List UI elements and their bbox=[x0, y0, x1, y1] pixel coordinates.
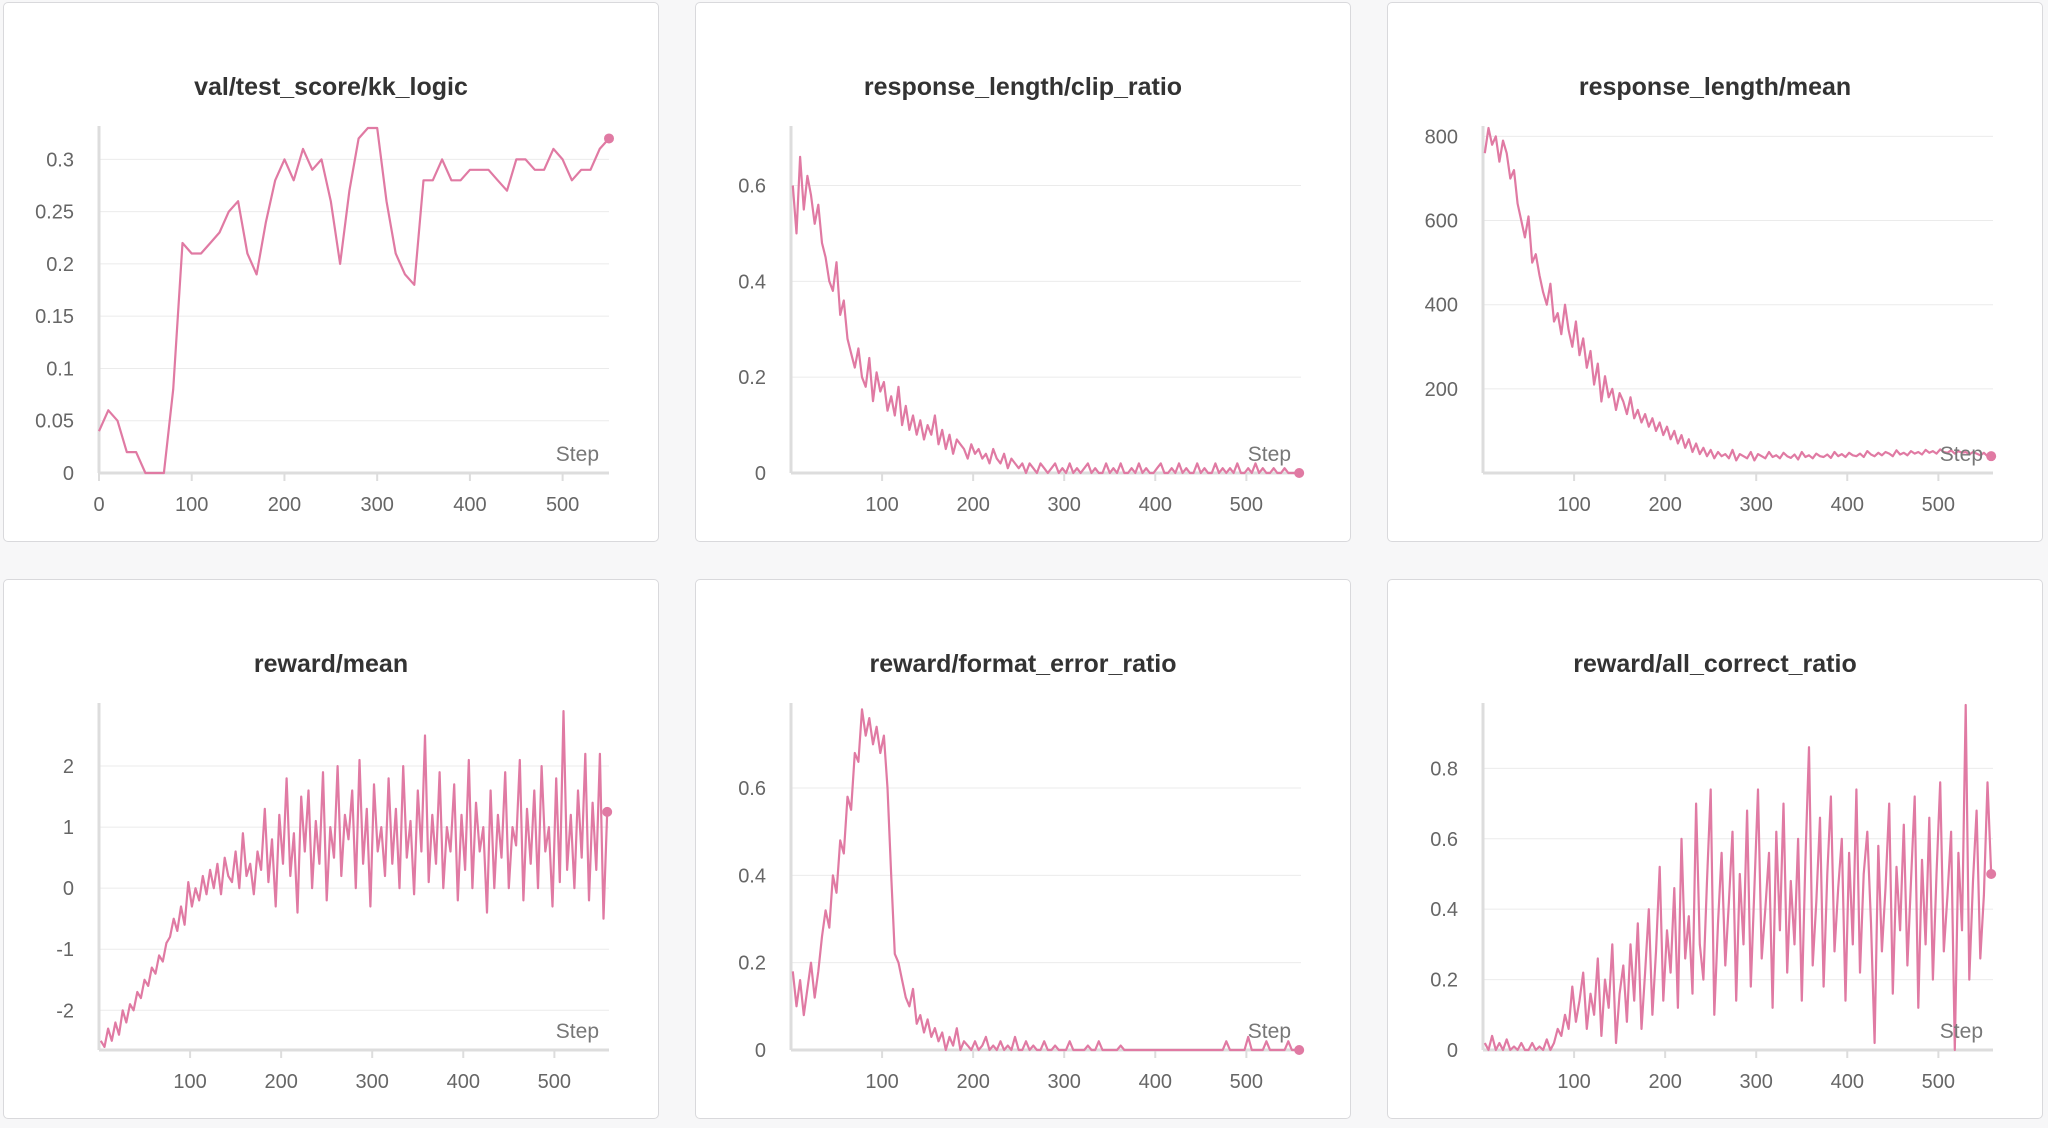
chart-title: val/test_score/kk_logic bbox=[194, 73, 468, 101]
series-end-point bbox=[1294, 1045, 1305, 1055]
x-tick-label: 500 bbox=[1230, 494, 1263, 516]
chart-panel-reward-mean: reward/mean -2 -1 0 1 2 100 200 300 400 500 Step bbox=[3, 579, 659, 1119]
series-line bbox=[1483, 703, 1993, 1052]
x-tick-label: 500 bbox=[1230, 1071, 1263, 1093]
line-chart-all-correct-ratio: 0 0.2 0.4 0.6 0.8 100 200 300 400 500 Step bbox=[1430, 703, 1997, 1093]
x-tick-label: 100 bbox=[173, 1071, 206, 1093]
series-line bbox=[1483, 126, 1992, 462]
y-tick-label: 0 bbox=[755, 463, 766, 485]
x-axis-label: Step bbox=[556, 1020, 599, 1043]
line-chart-reward-mean: -2 -1 0 1 2 100 200 300 400 500 Step bbox=[56, 703, 613, 1093]
x-axis-label: Step bbox=[1940, 443, 1983, 466]
series-line bbox=[791, 708, 1300, 1052]
x-tick-label: 400 bbox=[453, 494, 486, 516]
y-tick-label: -1 bbox=[56, 939, 74, 961]
series-line bbox=[97, 126, 610, 475]
x-tick-label: 200 bbox=[956, 1071, 989, 1093]
chart-title: reward/mean bbox=[253, 650, 409, 678]
series-end-point bbox=[1294, 468, 1305, 478]
x-tick-label: 100 bbox=[1557, 494, 1590, 516]
chart-panel-format-error-ratio: reward/format_error_ratio 0 0.2 0.4 0.6 100 2… bbox=[695, 579, 1351, 1119]
x-axis-label: Step bbox=[1248, 443, 1291, 466]
y-tick-label: 0.4 bbox=[1430, 899, 1458, 921]
y-tick-label: 0.2 bbox=[738, 367, 766, 389]
y-tick-label: 200 bbox=[1425, 379, 1458, 401]
y-tick-label: 0.6 bbox=[1430, 829, 1458, 851]
x-tick-label: 400 bbox=[1831, 494, 1864, 516]
x-tick-label: 400 bbox=[447, 1071, 480, 1093]
y-tick-label: -2 bbox=[56, 1000, 74, 1022]
y-tick-label: 0.6 bbox=[738, 778, 766, 800]
y-tick-label: 400 bbox=[1425, 295, 1458, 317]
y-tick-label: 0 bbox=[63, 463, 74, 485]
x-tick-label: 300 bbox=[1048, 494, 1081, 516]
y-tick-label: 0.05 bbox=[35, 411, 74, 433]
y-tick-label: 0 bbox=[755, 1040, 766, 1062]
x-tick-label: 200 bbox=[1648, 1071, 1681, 1093]
series-end-point bbox=[1986, 451, 1997, 462]
x-tick-label: 300 bbox=[1740, 1071, 1773, 1093]
y-tick-label: 0.2 bbox=[46, 254, 74, 276]
x-tick-label: 500 bbox=[546, 494, 579, 516]
series-end-point bbox=[602, 806, 613, 817]
line-chart-test-score: 0 0.05 0.1 0.15 0.2 0.25 0.3 0 100 200 300 400 500 St… bbox=[35, 126, 614, 516]
chart-title: reward/all_correct_ratio bbox=[1573, 650, 1857, 678]
y-tick-label: 0 bbox=[1447, 1040, 1458, 1062]
x-axis-label: Step bbox=[1248, 1020, 1291, 1043]
x-tick-label: 300 bbox=[1740, 494, 1773, 516]
x-tick-label: 400 bbox=[1139, 494, 1172, 516]
x-tick-label: 100 bbox=[865, 1071, 898, 1093]
y-tick-label: 1 bbox=[63, 817, 74, 839]
x-tick-label: 100 bbox=[175, 494, 208, 516]
y-tick-label: 0.6 bbox=[738, 176, 766, 198]
x-axis-label: Step bbox=[1940, 1020, 1983, 1043]
x-tick-label: 100 bbox=[1557, 1071, 1590, 1093]
y-tick-label: 0.2 bbox=[1430, 970, 1458, 992]
x-tick-label: 300 bbox=[1048, 1071, 1081, 1093]
line-chart-clip-ratio: 0 0.2 0.4 0.6 100 200 300 400 500 Step bbox=[738, 126, 1305, 516]
chart-title: reward/format_error_ratio bbox=[869, 650, 1177, 678]
y-tick-label: 0.2 bbox=[738, 953, 766, 975]
y-tick-label: 0.8 bbox=[1430, 758, 1458, 780]
series-end-point bbox=[604, 133, 614, 144]
x-tick-label: 200 bbox=[264, 1071, 297, 1093]
line-chart-response-length-mean: 200 400 600 800 100 200 300 400 500 Step bbox=[1425, 126, 1997, 516]
x-tick-label: 300 bbox=[360, 494, 393, 516]
y-tick-label: 0.3 bbox=[46, 149, 74, 171]
y-tick-label: 2 bbox=[63, 756, 74, 778]
y-tick-label: 0 bbox=[63, 878, 74, 900]
x-tick-label: 300 bbox=[356, 1071, 389, 1093]
chart-panel-response-length-mean: response_length/mean 200 400 600 800 100 200 3… bbox=[1387, 2, 2043, 542]
x-tick-label: 100 bbox=[865, 494, 898, 516]
x-tick-label: 200 bbox=[268, 494, 301, 516]
x-axis-label: Step bbox=[556, 443, 599, 466]
line-chart-format-error-ratio: 0 0.2 0.4 0.6 100 200 300 400 500 Step bbox=[738, 703, 1305, 1093]
series-end-point bbox=[1986, 868, 1997, 879]
series-line bbox=[791, 155, 1300, 475]
y-tick-label: 0.25 bbox=[35, 202, 74, 224]
y-tick-label: 800 bbox=[1425, 126, 1458, 148]
x-tick-label: 500 bbox=[1922, 1071, 1955, 1093]
x-tick-label: 0 bbox=[93, 494, 104, 516]
chart-panel-test-score: val/test_score/kk_logic 0 0.05 0.1 0.15 0.2 0… bbox=[3, 2, 659, 542]
chart-panel-all-correct-ratio: reward/all_correct_ratio 0 0.2 0.4 0.6 0.8 10… bbox=[1387, 579, 2043, 1119]
x-tick-label: 500 bbox=[1922, 494, 1955, 516]
chart-title: response_length/clip_ratio bbox=[863, 73, 1183, 101]
y-tick-label: 0.15 bbox=[35, 306, 74, 328]
x-tick-label: 200 bbox=[1648, 494, 1681, 516]
chart-panel-clip-ratio: response_length/clip_ratio 0 0.2 0.4 0.6 100… bbox=[695, 2, 1351, 542]
y-tick-label: 0.4 bbox=[738, 271, 766, 293]
y-tick-label: 600 bbox=[1425, 211, 1458, 233]
y-tick-label: 0.4 bbox=[738, 865, 766, 887]
series-line bbox=[99, 710, 609, 1048]
y-tick-label: 0.1 bbox=[46, 358, 74, 380]
x-tick-label: 400 bbox=[1831, 1071, 1864, 1093]
x-tick-label: 200 bbox=[956, 494, 989, 516]
chart-title: response_length/mean bbox=[1578, 73, 1852, 101]
x-tick-label: 500 bbox=[538, 1071, 571, 1093]
x-tick-label: 400 bbox=[1139, 1071, 1172, 1093]
